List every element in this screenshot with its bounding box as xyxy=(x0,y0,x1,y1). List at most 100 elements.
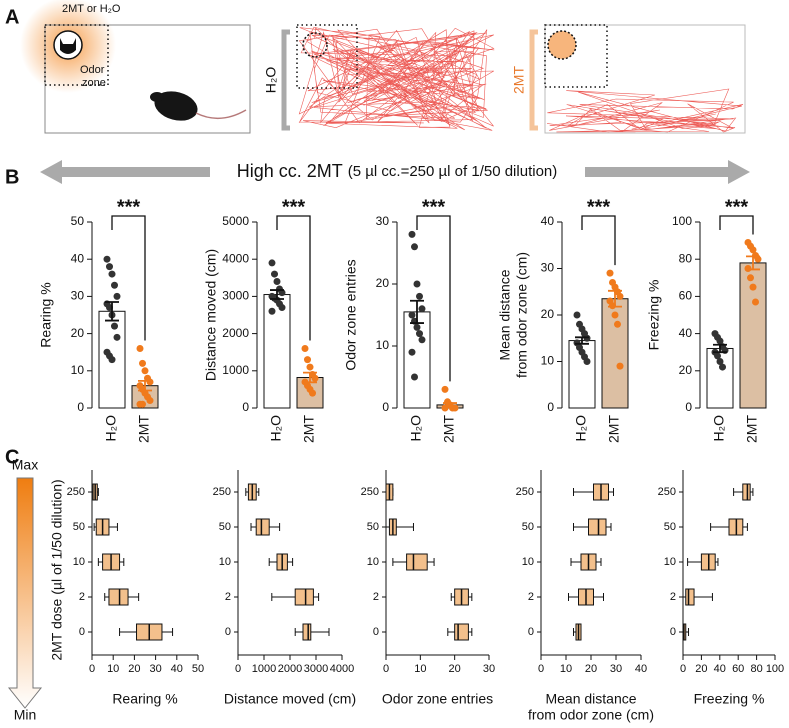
data-point xyxy=(268,259,276,267)
data-point xyxy=(413,323,421,331)
y-tick-label: 30 xyxy=(376,214,390,228)
y-tick-label: 10 xyxy=(367,556,379,568)
error-bar xyxy=(608,289,622,308)
x-tick-label: 50 xyxy=(192,663,204,675)
x-tick-label: H₂O xyxy=(408,415,424,442)
y-tick-label: 0 xyxy=(685,400,692,414)
y-tick-label: 50 xyxy=(219,521,231,533)
y-tick-label: 30 xyxy=(541,261,555,275)
mouse xyxy=(154,91,198,121)
data-point xyxy=(113,333,121,341)
panel-label: C xyxy=(5,446,19,468)
data-point xyxy=(744,265,752,272)
y-tick-label: 2 xyxy=(528,591,534,603)
x-tick-label: 0 xyxy=(383,663,389,675)
error-bar xyxy=(270,289,284,300)
data-point xyxy=(108,270,116,278)
data-point xyxy=(136,344,144,352)
data-point xyxy=(441,385,449,393)
y-tick-label: 2000 xyxy=(222,326,249,340)
y-tick-label: 100 xyxy=(672,214,692,228)
y-tick-label: 30 xyxy=(71,289,85,303)
cat-icon xyxy=(60,38,76,54)
data-point xyxy=(714,352,721,360)
x-tick-label: 2MT xyxy=(441,415,457,443)
group-label: 2MT xyxy=(511,66,527,94)
y-tick-label: 0 xyxy=(547,400,554,414)
y-tick-label: 60 xyxy=(679,289,693,303)
y-axis-label: Odor zone entries xyxy=(343,259,359,370)
significance-bracket xyxy=(111,215,146,341)
y-tick-label: 10 xyxy=(71,363,85,377)
significance-bracket xyxy=(581,215,616,266)
significance-bracket xyxy=(276,215,311,341)
y-tick-label: 4000 xyxy=(222,251,249,265)
x-tick-label: 0 xyxy=(680,663,686,675)
data-point xyxy=(111,281,118,289)
data-point xyxy=(278,304,286,312)
x-tick-label: 2000 xyxy=(278,663,302,675)
data-point xyxy=(146,378,154,386)
odor-source xyxy=(302,32,328,58)
x-tick-label: 2MT xyxy=(744,415,760,443)
y-tick-label: 0 xyxy=(77,400,84,414)
y-tick-label: 50 xyxy=(73,521,85,533)
significance: *** xyxy=(725,196,749,218)
y-tick-label: 10 xyxy=(522,556,534,568)
error-bar xyxy=(138,379,152,392)
y-axis-label: Freezing % xyxy=(646,280,662,351)
odor-zone xyxy=(296,24,358,89)
x-tick-label: 60 xyxy=(732,663,744,675)
data-point xyxy=(441,404,449,412)
data-point xyxy=(583,358,591,365)
y-tick-label: 20 xyxy=(71,326,85,340)
data-point xyxy=(611,311,619,319)
track-line xyxy=(546,88,744,133)
y-tick-label: 2 xyxy=(225,591,231,603)
data-point xyxy=(301,344,309,352)
data-point xyxy=(304,356,311,364)
data-point xyxy=(311,374,319,382)
error-bar xyxy=(575,336,589,345)
data-point xyxy=(583,334,591,342)
x-tick-label: 10 xyxy=(560,663,572,675)
x-tick-label: 3000 xyxy=(304,663,328,675)
y-tick-label: 0 xyxy=(225,626,231,638)
data-point xyxy=(268,307,276,315)
bracket xyxy=(529,29,538,131)
panel-label: B xyxy=(5,166,19,188)
x-tick-label: 0 xyxy=(235,663,241,675)
data-point xyxy=(408,230,416,238)
x-axis-label: Mean distance xyxy=(545,691,636,707)
data-point xyxy=(146,397,154,405)
odor-label: 2MT or H₂O xyxy=(62,3,121,15)
box xyxy=(742,483,751,501)
box xyxy=(588,518,607,536)
odor-zone xyxy=(44,24,109,86)
track xyxy=(546,88,744,133)
y-tick-label: 250 xyxy=(361,486,379,498)
y-tick-label: 5000 xyxy=(222,214,249,228)
x-tick-label: 10 xyxy=(414,663,426,675)
x-tick-label: 40 xyxy=(171,663,183,675)
y-tick-label: 250 xyxy=(213,486,231,498)
y-tick-label: 40 xyxy=(71,251,85,265)
data-point xyxy=(411,373,418,381)
data-point xyxy=(451,404,459,412)
data-point xyxy=(416,330,423,338)
box xyxy=(685,588,695,606)
y-tick-label: 0 xyxy=(670,626,676,638)
x-tick-label: 10 xyxy=(107,663,119,675)
data-point xyxy=(306,363,314,371)
y-tick-label: 20 xyxy=(541,307,555,321)
y-axis-label: from odor zone (cm) xyxy=(514,252,530,378)
x-tick-label: 40 xyxy=(714,663,726,675)
significance-bracket xyxy=(719,215,754,235)
data-point xyxy=(614,320,621,328)
data-point xyxy=(273,278,281,286)
dose-arrow xyxy=(7,477,43,709)
x-axis-label: Freezing % xyxy=(694,691,765,707)
y-tick-label: 50 xyxy=(367,521,379,533)
y-tick-label: 2 xyxy=(79,591,85,603)
y-tick-label: 250 xyxy=(516,486,534,498)
